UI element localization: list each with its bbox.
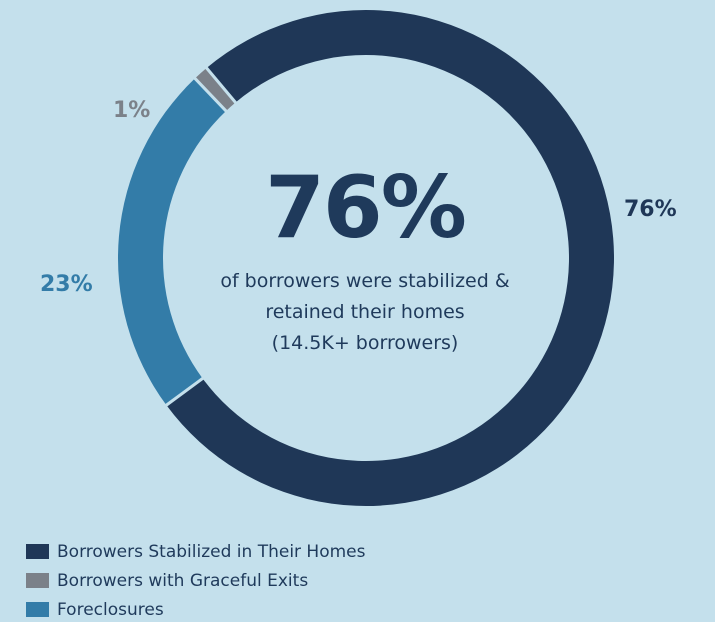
center-caption-line-2: retained their homes: [265, 301, 465, 323]
donut-slice-graceful: [194, 68, 236, 111]
slice-label-foreclosures: 23%: [40, 272, 93, 297]
slice-separator: [204, 66, 238, 105]
donut-slice-foreclosures: [117, 78, 227, 406]
legend-label-stabilized: Borrowers Stabilized in Their Homes: [57, 541, 366, 562]
slice-separator: [193, 76, 228, 113]
legend-swatch-stabilized: [26, 544, 49, 559]
legend: Borrowers Stabilized in Their Homes Borr…: [26, 537, 366, 624]
legend-item-graceful: Borrowers with Graceful Exits: [26, 566, 366, 595]
legend-label-foreclosures: Foreclosures: [57, 599, 164, 620]
slice-label-graceful: 1%: [113, 98, 151, 123]
legend-item-foreclosures: Foreclosures: [26, 595, 366, 624]
slice-label-stabilized: 76%: [624, 197, 677, 222]
center-caption: of borrowers were stabilized & retained …: [190, 266, 540, 359]
center-headline: 76%: [265, 158, 467, 258]
donut-slices: [117, 10, 615, 506]
center-caption-line-1: of borrowers were stabilized &: [220, 270, 510, 292]
legend-item-stabilized: Borrowers Stabilized in Their Homes: [26, 537, 366, 566]
legend-label-graceful: Borrowers with Graceful Exits: [57, 570, 309, 591]
legend-swatch-graceful: [26, 573, 49, 588]
slice-separator: [164, 376, 205, 407]
legend-swatch-foreclosures: [26, 602, 49, 617]
center-caption-line-3: (14.5K+ borrowers): [271, 332, 459, 354]
